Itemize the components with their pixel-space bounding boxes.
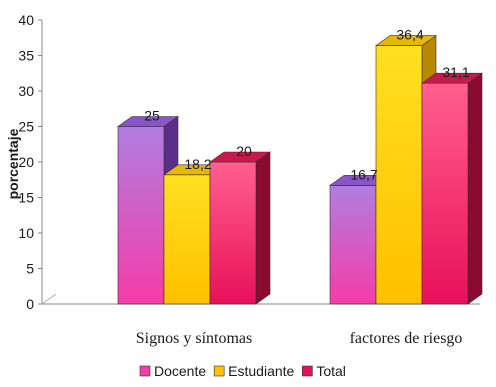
legend-label: Total: [316, 363, 346, 379]
y-tick-label: 5: [26, 261, 34, 277]
bars: [117, 34, 483, 305]
floor-edge: [41, 293, 57, 305]
legend: Docente Estudiante Total: [139, 363, 346, 379]
y-tick-label: 35: [18, 48, 34, 64]
data-label-total-signos-y-sintomas: 20: [236, 143, 252, 159]
x-category-label: Signos y síntomas: [136, 330, 252, 347]
y-tick-label: 15: [18, 190, 34, 206]
bar-front-face: [163, 174, 211, 305]
data-label-total-factores-de-riesgo: 31,1: [442, 64, 469, 80]
legend-item-docente: Docente: [139, 363, 206, 379]
legend-item-total: Total: [302, 363, 346, 379]
bar-front-face: [329, 185, 377, 305]
legend-label: Docente: [154, 363, 206, 379]
data-labels: 25 18,2 20 16,7 36,4 31,1: [144, 27, 470, 183]
bar-front-face: [421, 82, 469, 305]
data-label-estudiante-factores-de-riesgo: 36,4: [396, 27, 423, 43]
bar-side-face: [255, 151, 271, 305]
data-label-docente-signos-y-sintomas: 25: [144, 108, 160, 124]
legend-swatch: [139, 365, 151, 377]
bar-front-face: [117, 126, 165, 305]
bar-side-face: [467, 72, 483, 305]
bar-top-face: [421, 72, 483, 84]
y-tick-label: 0: [26, 296, 34, 312]
y-axis-title: porcentaje: [5, 128, 21, 199]
legend-swatch: [302, 365, 313, 377]
y-tick-label: 10: [18, 225, 34, 241]
y-tick-label: 30: [18, 83, 34, 99]
data-label-docente-factores-de-riesgo: 16,7: [350, 166, 377, 182]
legend-item-estudiante: Estudiante: [213, 363, 295, 379]
legend-label: Estudiante: [228, 363, 294, 379]
bar-front-face: [375, 45, 423, 305]
y-tick-label: 40: [18, 12, 34, 28]
bar-front-face: [209, 161, 257, 305]
bar-total-factores-de-riesgo: [421, 72, 483, 305]
data-label-estudiante-signos-y-sintomas: 18,2: [184, 156, 211, 172]
x-category-label: factores de riesgo: [350, 330, 463, 347]
y-tick-label: 20: [18, 154, 34, 170]
bar-top-face: [209, 151, 271, 163]
bar-top-face: [117, 116, 179, 127]
bar-top-face: [375, 35, 437, 46]
bar-total-signos-y-sintomas: [209, 151, 271, 305]
legend-swatch: [213, 365, 225, 377]
y-tick-label: 25: [18, 119, 34, 135]
axes: 0 5 10 15 20 25 30 35 40 porcentaje Signos y sínto…: [5, 12, 480, 347]
